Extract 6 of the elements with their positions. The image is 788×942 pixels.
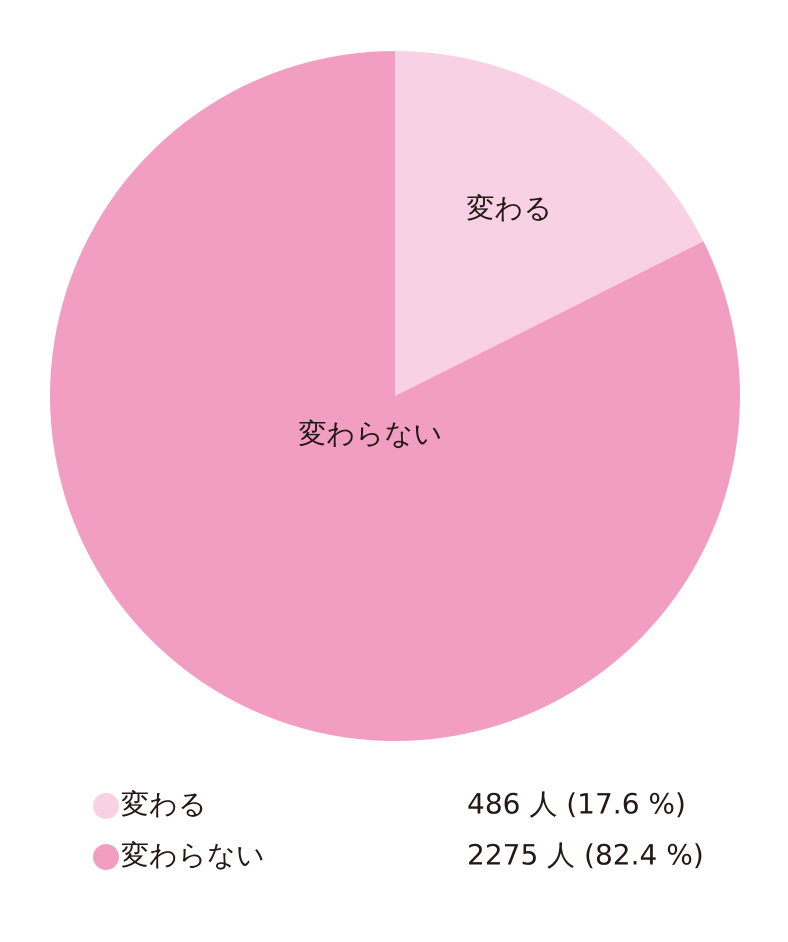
data-label: 2275 人 (82.4 %) bbox=[467, 838, 704, 872]
legend-label: 変わらない bbox=[121, 838, 265, 872]
legend-label: 変わる bbox=[121, 787, 207, 820]
slice-label: 変わる bbox=[466, 191, 553, 224]
slice-label: 変わらない bbox=[298, 416, 442, 450]
data-label: 486 人 (17.6 %) bbox=[467, 787, 686, 820]
